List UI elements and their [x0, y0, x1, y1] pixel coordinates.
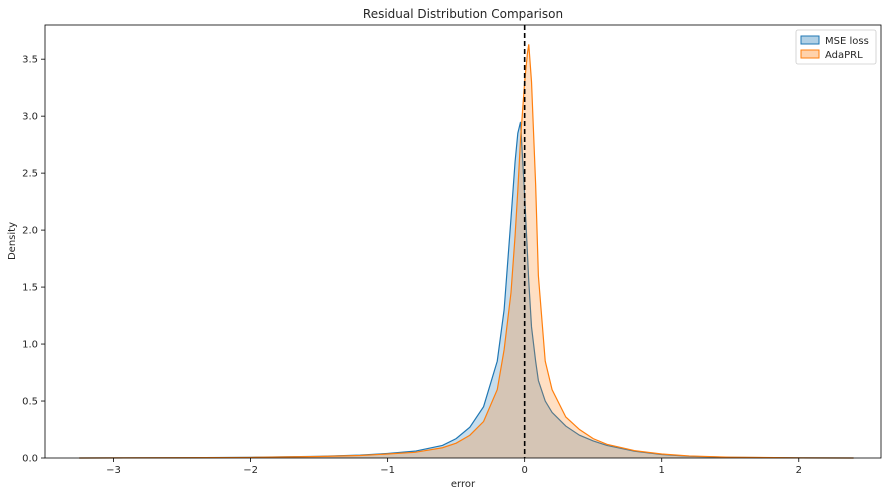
x-tick-label: 1	[659, 465, 665, 476]
x-axis-label: error	[451, 479, 476, 490]
y-axis-label: Density	[7, 222, 18, 260]
plot-area	[44, 24, 882, 459]
y-tick-label: 1.0	[22, 340, 38, 351]
series-line-1	[79, 44, 854, 459]
x-axis-ticks: −3 −2 −1 0 1 2	[106, 458, 802, 476]
axes-frame	[44, 24, 882, 459]
series-line-0	[79, 121, 854, 459]
legend-box	[795, 29, 877, 65]
y-axis-ticks: 0.0 0.5 1.0 1.5 2.0 2.5 3.0 3.5	[22, 55, 45, 465]
y-tick-label: 0.0	[22, 454, 38, 465]
y-tick-label: 3.0	[22, 112, 38, 123]
legend: MSE loss AdaPRL	[795, 29, 877, 65]
legend-label: AdaPRL	[825, 50, 863, 61]
legend-label: MSE loss	[825, 36, 869, 47]
legend-swatch	[800, 35, 820, 45]
y-tick-label: 2.5	[22, 169, 38, 180]
series-area-1	[79, 44, 854, 459]
x-tick-label: −1	[380, 465, 395, 476]
y-tick-label: 1.5	[22, 283, 38, 294]
x-tick-label: −2	[243, 465, 258, 476]
series-area-0	[79, 121, 854, 459]
x-tick-label: 2	[796, 465, 802, 476]
x-tick-label: −3	[106, 465, 121, 476]
y-tick-label: 3.5	[22, 55, 38, 66]
chart-title: Residual Distribution Comparison	[363, 7, 563, 21]
y-tick-label: 0.5	[22, 397, 38, 408]
x-tick-label: 0	[521, 465, 527, 476]
y-tick-label: 2.0	[22, 226, 38, 237]
legend-swatch	[800, 49, 820, 59]
